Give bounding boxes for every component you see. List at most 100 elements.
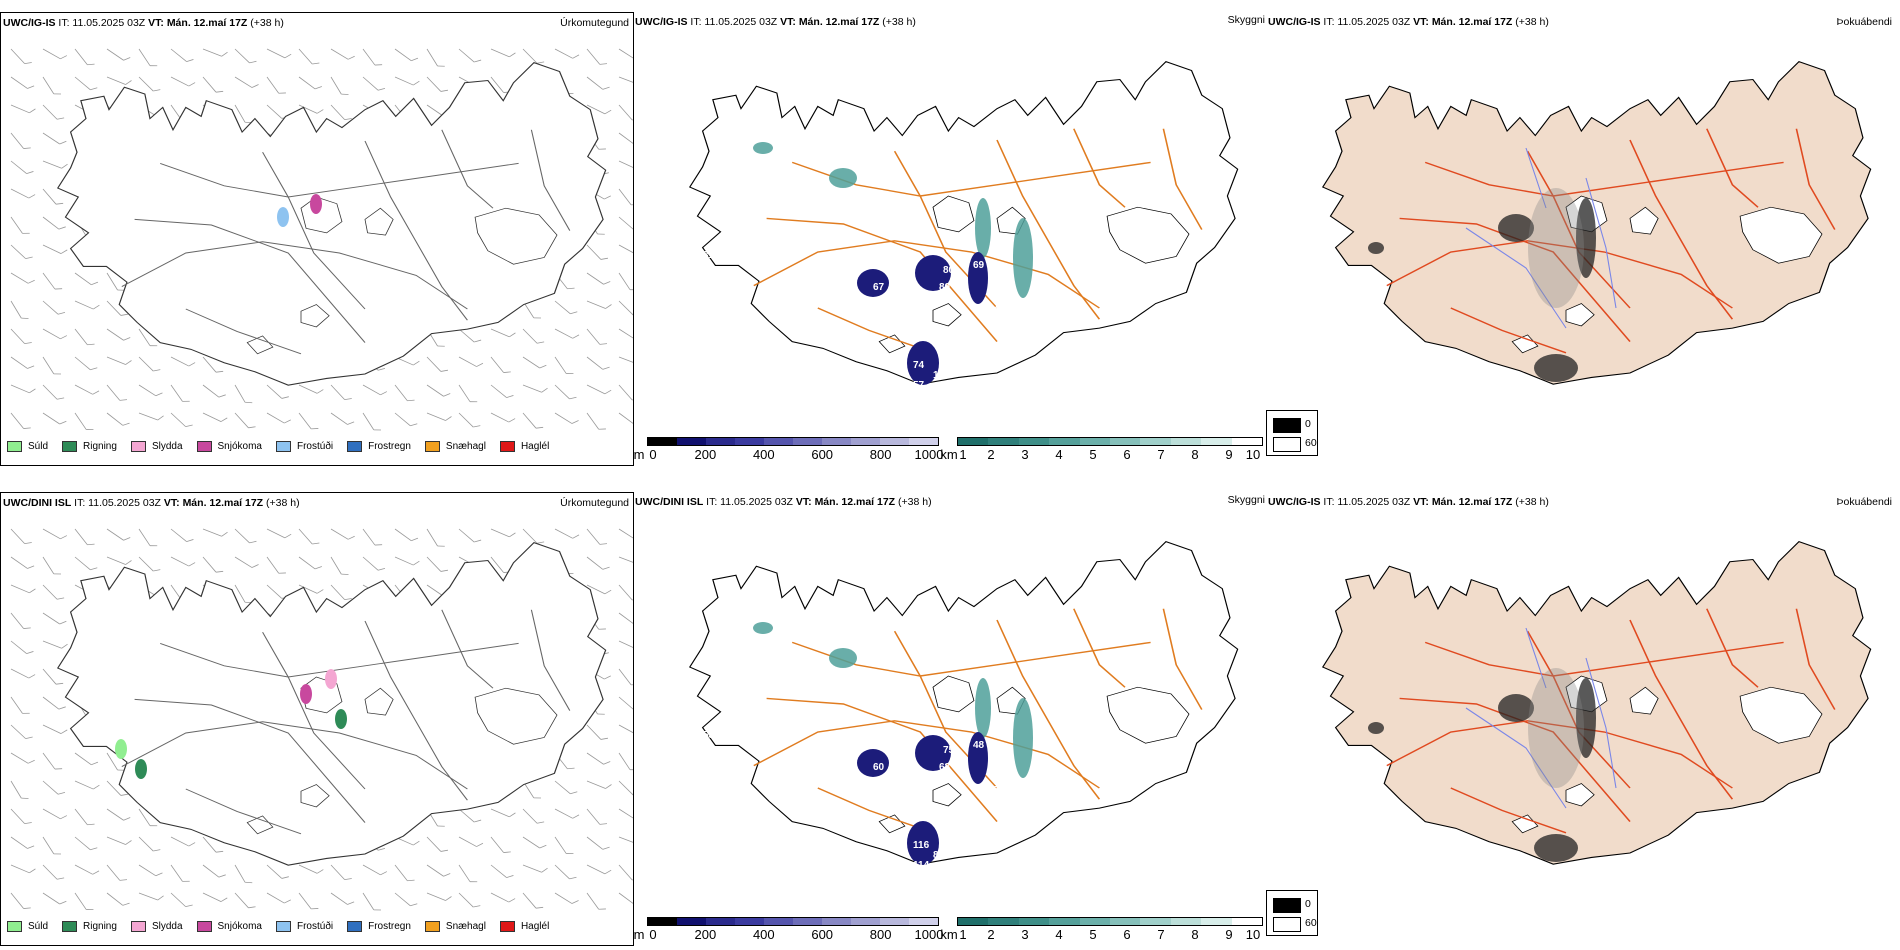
legend-swatch <box>347 441 363 452</box>
colorbar-tick: 1000 <box>914 447 944 462</box>
colorbar-tick: 7 <box>1157 927 1165 942</box>
visibility-label: 69 <box>733 140 745 151</box>
colorbar-tick: 9 <box>1225 447 1233 462</box>
fog-index-panel-bottom: UWC/IG-IS IT: 11.05.2025 03Z VT: Mán. 12… <box>1266 492 1900 944</box>
panel-title: Úrkomutegund <box>560 497 629 509</box>
visibility-label: 68 <box>939 762 951 773</box>
colorbar-tick: 1000 <box>914 927 944 942</box>
legend-label: Snæhagl <box>445 441 486 452</box>
legend-item: Snjókoma <box>196 441 262 452</box>
visibility-colorbar: km 1 2 3 4 5 6 7 8 9 10 <box>940 437 1263 464</box>
colorbar-unit: km <box>940 927 958 942</box>
legend-swatch <box>499 441 515 452</box>
legend-item: Slydda <box>130 441 183 452</box>
legend-label: Rigning <box>83 921 117 932</box>
visibility-label: 74 <box>913 360 925 371</box>
legend-item: Rigning <box>62 921 117 932</box>
colorbar-unit: m <box>633 447 645 462</box>
fog-legend-label-0: 0 <box>1305 898 1311 910</box>
panel-header: UWC/DINI ISL IT: 11.05.2025 03Z VT: Mán.… <box>635 496 932 508</box>
visibility-label: 40 <box>993 305 1005 316</box>
legend-swatch <box>7 441 22 452</box>
colorbar-tick: 0 <box>649 927 657 942</box>
panel-header: UWC/IG-IS IT: 11.05.2025 03Z VT: Mán. 12… <box>1268 16 1549 28</box>
colorbar-tick: 3 <box>1021 927 1029 942</box>
colorbar-tick: 600 <box>811 927 834 942</box>
fog-legend-swatch-0 <box>1273 418 1301 433</box>
visibility-label: 75 <box>943 745 955 756</box>
colorbar-unit: km <box>940 447 958 462</box>
colorbar-tick: 3 <box>1021 447 1029 462</box>
panel-header: UWC/DINI ISL IT: 11.05.2025 03Z VT: Mán.… <box>3 497 300 509</box>
legend-swatch <box>196 921 212 932</box>
precip-type-panel-top: UWC/IG-IS IT: 11.05.2025 03Z VT: Mán. 12… <box>0 12 634 466</box>
visibility-colorbar: km 1 2 3 4 5 6 7 8 9 10 <box>940 917 1263 944</box>
visibility-label: 48 <box>973 740 985 751</box>
fog-legend-label-60: 60 <box>1305 437 1317 449</box>
colorbar-tick: 9 <box>1225 927 1233 942</box>
legend-item: Haglél <box>499 921 550 932</box>
fog-legend-swatch-60 <box>1273 917 1301 932</box>
visibility-label: 80 <box>939 282 951 293</box>
legend-label: Haglél <box>520 441 550 452</box>
legend-swatch <box>196 441 212 452</box>
colorbar-tick: 800 <box>869 447 892 462</box>
colorbar-tick: 6 <box>1123 927 1131 942</box>
iceland-precip-map <box>10 48 633 431</box>
iceland-fog-map <box>1321 60 1872 385</box>
colorbar-tick: 0 <box>649 447 657 462</box>
colorbar-tick: 5 <box>1089 927 1097 942</box>
colorbar-tick: 10 <box>1245 927 1261 942</box>
panel-title: Skyggni <box>1227 14 1265 26</box>
visibility-label: 86 <box>933 850 945 861</box>
legend-item: Frostúði <box>275 441 334 452</box>
cloud-base-colorbar: m 0 200 400 600 800 1000 <box>633 437 943 464</box>
legend-label: Rigning <box>83 441 117 452</box>
colorbar-tick: 5 <box>1089 447 1097 462</box>
precip-type-panel-bottom: UWC/DINI ISL IT: 11.05.2025 03Z VT: Mán.… <box>0 492 634 946</box>
legend-swatch <box>424 441 440 452</box>
colorbar-tick: 400 <box>752 927 775 942</box>
legend-label: Snjókoma <box>217 921 262 932</box>
colorbar-tick: 4 <box>1055 927 1063 942</box>
colorbar-tick: 8 <box>1191 927 1199 942</box>
colorbar-tick: 1 <box>959 927 967 942</box>
legend-label: Frostúði <box>296 921 334 932</box>
panel-title: Þokuábendi <box>1836 496 1892 508</box>
visibility-label: 51 <box>918 875 930 886</box>
visibility-label: 31 <box>713 650 725 661</box>
legend-swatch <box>275 441 291 452</box>
visibility-label: 53 <box>703 730 715 741</box>
colorbar-strip <box>957 437 1263 446</box>
precip-legend: Súld Rigning Slydda Snjókoma Frostúði Frostre… <box>7 921 563 932</box>
colorbar-tick: 2 <box>987 927 995 942</box>
colorbar-tick: 2 <box>987 447 995 462</box>
panel-header: UWC/IG-IS IT: 11.05.2025 03Z VT: Mán. 12… <box>3 17 284 29</box>
legend-label: Frostregn <box>368 441 411 452</box>
panel-title: Skyggni <box>1227 494 1265 506</box>
colorbar-tick: 10 <box>1245 447 1261 462</box>
visibility-label: 67 <box>873 282 885 293</box>
colorbar-strip <box>647 917 939 926</box>
visibility-label: 62 <box>733 620 745 631</box>
colorbar-tick: 7 <box>1157 447 1165 462</box>
colorbar-tick: 4 <box>1055 447 1063 462</box>
colorbar-tick: 200 <box>694 927 717 942</box>
visibility-panel-top: UWC/IG-IS IT: 11.05.2025 03Z VT: Mán. 12… <box>633 12 1265 464</box>
legend-label: Frostúði <box>296 441 334 452</box>
legend-label: Haglél <box>520 921 550 932</box>
visibility-label: 84 <box>993 785 1005 796</box>
fog-legend: 0 60 <box>1266 410 1318 456</box>
legend-item: Súld <box>7 441 48 452</box>
colorbar-tick: 800 <box>869 927 892 942</box>
legend-label: Súld <box>28 921 49 932</box>
legend-item: Snjókoma <box>196 921 262 932</box>
panel-header: UWC/IG-IS IT: 11.05.2025 03Z VT: Mán. 12… <box>1268 496 1549 508</box>
colorbar-tick: 400 <box>752 447 775 462</box>
colorbar-strip <box>957 917 1263 926</box>
colorbar-tick: 200 <box>694 447 717 462</box>
legend-label: Slydda <box>151 921 183 932</box>
fog-index-panel-top: UWC/IG-IS IT: 11.05.2025 03Z VT: Mán. 12… <box>1266 12 1900 464</box>
legend-swatch <box>275 921 291 932</box>
cloud-base-colorbar: m 0 200 400 600 800 1000 <box>633 917 943 944</box>
